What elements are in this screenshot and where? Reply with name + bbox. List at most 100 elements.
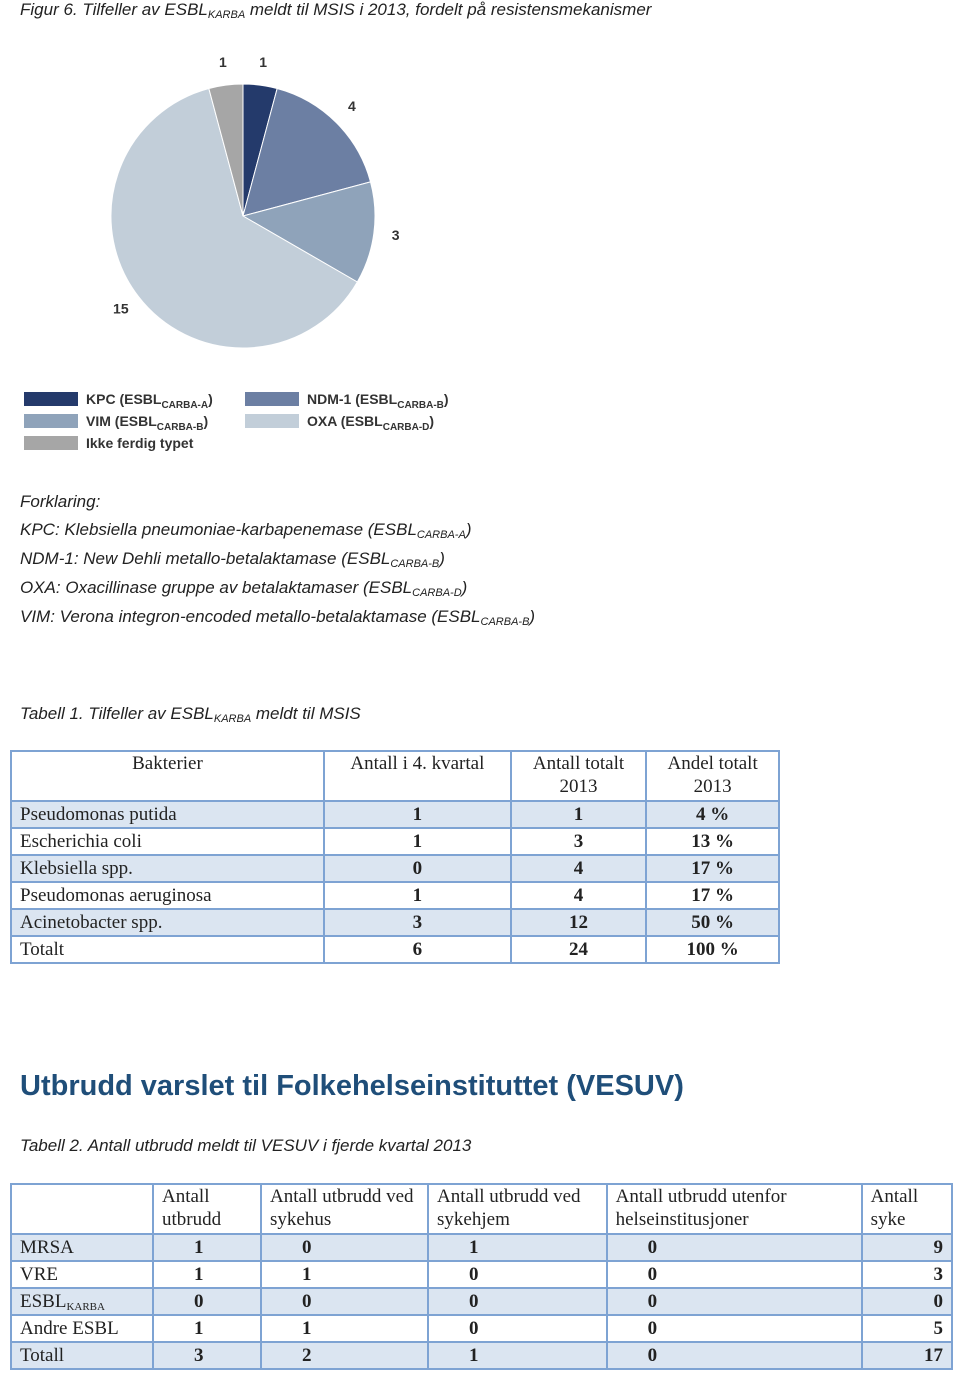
legend-text: KPC (ESBL xyxy=(86,391,162,407)
row: Pseudomonas aeruginosa 1 4 17 % xyxy=(10,881,780,910)
cell: 1 xyxy=(509,800,648,829)
row: Klebsiella spp. 0 4 17 % xyxy=(10,854,780,883)
row: Totalt 6 24 100 % xyxy=(10,935,780,964)
cell: 1 xyxy=(427,1233,608,1262)
header-cell: Antall utbrudd utenfor helseinstitusjone… xyxy=(605,1183,863,1235)
cell: Andre ESBL xyxy=(10,1314,154,1343)
subscript: CARBA-A xyxy=(416,529,466,541)
row: Pseudomonas putida 1 1 4 % xyxy=(10,800,780,829)
row: Escherichia coli 1 3 13 % xyxy=(10,827,780,856)
text-part: ) xyxy=(439,549,445,568)
subscript: KARBA xyxy=(213,713,252,725)
cell: ESBLKARBA xyxy=(10,1287,154,1316)
cell: 1 xyxy=(322,881,512,910)
pie-slice xyxy=(242,87,372,217)
explanation-line: OXA: Oxacillinase gruppe av betalaktamas… xyxy=(20,578,467,599)
cell: Totalt xyxy=(10,935,325,964)
cell: 4 xyxy=(509,854,648,883)
cell: Pseudomonas aeruginosa xyxy=(10,881,325,910)
cell: 17 xyxy=(860,1341,954,1370)
data-label: 3 xyxy=(392,227,400,243)
cell: 0 xyxy=(605,1341,863,1370)
text-part: Tabell 1. Tilfeller av ESBL xyxy=(20,704,214,723)
legend-text: ) xyxy=(208,391,213,407)
text-part: Figur 6. Tilfeller av ESBL xyxy=(20,0,208,19)
legend-label: NDM-1 (ESBLCARBA-B) xyxy=(307,391,449,411)
header-cell: Antall i 4. kvartal xyxy=(322,750,512,802)
header-cell: Antall utbrudd ved sykehjem xyxy=(427,1183,608,1235)
row: VRE 1 1 0 0 3 xyxy=(10,1260,954,1289)
legend-label: VIM (ESBLCARBA-B) xyxy=(86,413,208,433)
text-part: ) xyxy=(465,520,472,539)
cell: 0 xyxy=(860,1287,954,1316)
cell: 1 xyxy=(260,1314,430,1343)
text-part: VIM: Verona integron-encoded metallo-bet… xyxy=(20,607,481,626)
table2: Antall utbrudd Antall utbrudd ved sykehus… xyxy=(10,1183,954,1370)
cell: 1 xyxy=(427,1341,608,1370)
cell: Pseudomonas putida xyxy=(10,800,325,829)
row: Acinetobacter spp. 3 12 50 % xyxy=(10,908,780,937)
explanation-line: NDM-1: New Dehli metallo-betalaktamase (… xyxy=(20,549,445,570)
cell: Klebsiella spp. xyxy=(10,854,325,883)
cell: 24 xyxy=(509,935,648,964)
cell: 5 xyxy=(860,1314,954,1343)
legend-label: Ikke ferdig typet xyxy=(86,435,194,451)
data-label: 1 xyxy=(219,54,227,70)
cell: 0 xyxy=(151,1287,263,1316)
legend-swatch xyxy=(245,392,299,406)
legend-swatch xyxy=(245,414,299,428)
cell: 2 xyxy=(260,1341,430,1370)
subscript: CARBA-D xyxy=(412,587,462,599)
data-label: 15 xyxy=(113,300,129,316)
cell: 3 xyxy=(151,1341,263,1370)
cell: MRSA xyxy=(10,1233,154,1262)
text-part: NDM-1: New Dehli metallo-betalaktamase (… xyxy=(20,549,391,568)
table1-title: Tabell 1. Tilfeller av ESBLKARBA meldt t… xyxy=(20,704,361,725)
header-cell: Antall utbrudd ved sykehus xyxy=(260,1183,430,1235)
text-part: ) xyxy=(461,578,468,597)
cell: Acinetobacter spp. xyxy=(10,908,325,937)
row: Totall 3 2 1 0 17 xyxy=(10,1341,954,1370)
cell: 3 xyxy=(509,827,648,856)
caption: Figur 6. Tilfeller av ESBLKARBA meldt ti… xyxy=(20,0,651,21)
header-cell: Bakterier xyxy=(10,750,325,802)
text-part: ESBL xyxy=(20,1290,67,1312)
subscript: KARBA xyxy=(207,9,246,21)
text-part: meldt til MSIS xyxy=(251,704,361,723)
cell: 0 xyxy=(260,1233,430,1262)
legend-swatch xyxy=(24,414,78,428)
cell: 1 xyxy=(260,1260,430,1289)
header-cell xyxy=(10,1183,154,1235)
cell: Escherichia coli xyxy=(10,827,325,856)
cell: 1 xyxy=(322,827,512,856)
cell: 50 % xyxy=(645,908,780,937)
row: Andre ESBL 1 1 0 0 5 xyxy=(10,1314,954,1343)
legend-text: ) xyxy=(429,413,434,429)
pie-slice xyxy=(110,87,358,349)
cell: 0 xyxy=(605,1260,863,1289)
cell: 9 xyxy=(860,1233,954,1262)
cell: 12 xyxy=(509,908,648,937)
pie-slice xyxy=(208,83,244,217)
cell: 1 xyxy=(151,1260,263,1289)
cell: Totall xyxy=(10,1341,154,1370)
text-part: meldt til MSIS i 2013, fordelt på resist… xyxy=(245,0,652,19)
cell: 1 xyxy=(322,800,512,829)
cell: 3 xyxy=(860,1260,954,1289)
cell: 100 % xyxy=(645,935,780,964)
cell: 3 xyxy=(322,908,512,937)
cell: 0 xyxy=(605,1233,863,1262)
legend-text: NDM-1 (ESBL xyxy=(307,391,398,407)
table2-title: Tabell 2. Antall utbrudd meldt til VESUV… xyxy=(20,1136,472,1155)
legend-text: VIM (ESBL xyxy=(86,413,157,429)
text-part: OXA: Oxacillinase gruppe av betalaktamas… xyxy=(20,578,413,597)
legend-text: ) xyxy=(444,391,449,407)
legend-text: OXA (ESBL xyxy=(307,413,383,429)
text-part: KPC: Klebsiella pneumoniae-karbapenemase… xyxy=(20,520,417,539)
legend-swatch xyxy=(24,436,78,450)
cell: 0 xyxy=(605,1314,863,1343)
cell: 17 % xyxy=(645,854,780,883)
header-row: Antall utbrudd Antall utbrudd ved sykehus… xyxy=(10,1183,954,1235)
